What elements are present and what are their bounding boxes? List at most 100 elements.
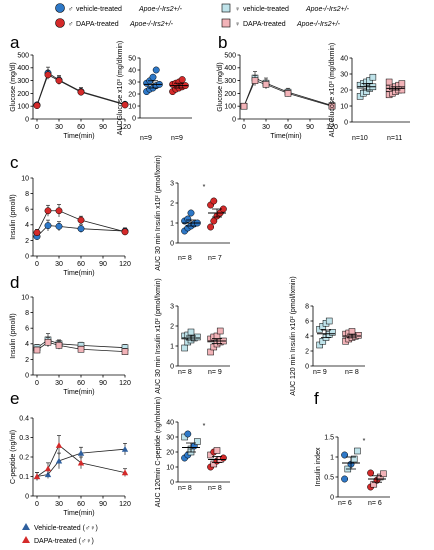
a_line-point xyxy=(77,88,85,96)
e_auc-significance: * xyxy=(203,423,206,430)
panel-label-c: c xyxy=(10,153,19,172)
f_auc-ylabel: Insulin index xyxy=(315,447,322,486)
d_auc120-ytick-label: 0 xyxy=(305,363,309,370)
legend-text-male-dapa: DAPA-treated xyxy=(76,21,119,28)
bottom-legend-vehicle-marker xyxy=(22,523,30,530)
e_line-point xyxy=(121,469,129,476)
c_line-series-1 xyxy=(33,204,129,237)
n-label-d2-1: n= 9 xyxy=(313,369,327,376)
e_line-ytick-label: 0.3 xyxy=(19,435,29,442)
d_auc30-ytick-label: 2 xyxy=(170,323,174,330)
a_auc-point xyxy=(152,66,160,74)
e_line-ylabel: C-peptide (ng/ml) xyxy=(10,430,17,484)
d_line-chart: 0 2 4 6 8 10 Insulin (pmol/l) 0 30 60 90 120 Time(mi… xyxy=(10,294,131,396)
e_line-ytick-label: 0.1 xyxy=(19,474,29,481)
legend-symbol-male-dapa: ♂ xyxy=(68,21,73,28)
c_auc-ytick-label: 2 xyxy=(170,200,174,207)
c_line-point xyxy=(44,222,52,230)
a_auc-ytick-label: 0 xyxy=(132,115,136,122)
b_auc-point xyxy=(385,78,393,86)
legend-text-male-vehicle: vehicle-treated xyxy=(76,6,122,13)
legend-genotype-female-vehicle: Apoe-/-Irs2+/- xyxy=(305,6,350,13)
a_line-point xyxy=(55,77,63,85)
n-label-b-1: n=10 xyxy=(352,135,368,142)
e_auc-point xyxy=(219,454,227,462)
e_auc-point xyxy=(213,447,221,454)
d_auc30-ytick-label: 0 xyxy=(170,363,174,370)
f_auc-group-0 xyxy=(341,447,361,483)
c_line-ytick-label: 6 xyxy=(25,207,29,214)
f_auc-significance: * xyxy=(363,438,366,445)
b_line-ytick-label: 100 xyxy=(224,104,236,111)
f_auc-group-1 xyxy=(367,469,387,491)
n-label-a-1: n=9 xyxy=(140,135,152,142)
n-label-f-2: n= 6 xyxy=(368,500,382,507)
a_line-ytick-label: 400 xyxy=(17,65,29,72)
d_line-ylabel: Insulin (pmol/l) xyxy=(10,313,17,359)
a_auc-group-0 xyxy=(143,66,163,96)
d_auc120-group-0 xyxy=(316,317,336,349)
d_auc30-ytick-label: 3 xyxy=(170,303,174,310)
a_line-xtick-label: 30 xyxy=(55,124,63,131)
e_line-xtick-label: 0 xyxy=(35,501,39,508)
c_line-chart: 0 2 4 6 8 10 Insulin (pmol/l) 0 30 60 90 120 Time(mi… xyxy=(10,175,131,277)
c_auc-group-0 xyxy=(181,209,201,235)
a_auc-ytick-label: 10 xyxy=(128,103,136,110)
c_line-point xyxy=(33,229,41,237)
d_auc30-ytick-label: 1 xyxy=(170,343,174,350)
f_auc-point xyxy=(341,475,349,483)
d_line-xtick-label: 30 xyxy=(55,380,63,387)
b_auc-ytick-label: 30 xyxy=(340,71,348,78)
e_auc-ytick-label: 20 xyxy=(166,449,174,456)
c_line-xtick-label: 0 xyxy=(35,261,39,268)
d_line-xtick-label: 0 xyxy=(35,380,39,387)
d_line-ytick-label: 0 xyxy=(25,372,29,379)
e_line-point xyxy=(77,449,85,456)
e_auc-group-1 xyxy=(207,447,227,471)
c_line-xtick-label: 120 xyxy=(119,261,131,268)
d_line-point xyxy=(77,346,85,353)
a_auc-point xyxy=(149,73,157,81)
c_auc-chart: 0 1 2 3 AUC 30 min Insulin x10² (pmol/lxmin)… xyxy=(155,155,230,271)
bottom-legend-vehicle-text: Vehicle-treated (♂♀) xyxy=(34,525,98,532)
legend-symbol-male-vehicle: ♂ xyxy=(68,6,73,13)
c_auc-ytick-label: 1 xyxy=(170,220,174,227)
c_line-point xyxy=(121,228,129,236)
panel-label-b: b xyxy=(218,33,227,52)
b_line-xtick-label: 120 xyxy=(326,124,338,131)
n-label-d1-2: n= 9 xyxy=(208,369,222,376)
d_line-ytick-label: 4 xyxy=(25,341,29,348)
b_auc-point xyxy=(398,80,406,87)
e_auc-point xyxy=(184,430,192,438)
n-label-e-2: n= 8 xyxy=(208,485,222,492)
b_line-xtick-label: 60 xyxy=(284,124,292,131)
d_auc120-ytick-label: 2 xyxy=(305,348,309,355)
b_auc-ytick-label: 40 xyxy=(340,55,348,62)
a_line-ytick-label: 500 xyxy=(17,52,29,59)
e_auc-point xyxy=(194,438,201,445)
a_line-xtick-label: 0 xyxy=(35,124,39,131)
f_auc-point xyxy=(380,470,387,478)
d_auc120-point xyxy=(355,332,362,339)
b_line-point xyxy=(251,77,259,84)
e_line-chart: 0 0.1 0.2 0.3 0.4 C-peptide (ng/ml) 0 30 60 90 120… xyxy=(10,415,131,517)
c_line-xtick-label: 30 xyxy=(55,261,63,268)
b_line-series-1 xyxy=(240,75,336,110)
c_auc-point xyxy=(184,215,192,223)
e_line-point xyxy=(44,465,52,472)
d_auc30-ylabel: AUC 30 min Insulin x10² (pmol/lxmin) xyxy=(155,278,162,394)
d_line-ytick-label: 10 xyxy=(21,294,29,301)
c_line-ytick-label: 10 xyxy=(21,175,29,182)
f_auc-ytick-label: 1 xyxy=(330,454,334,461)
a_line-ytick-label: 0 xyxy=(25,116,29,123)
b_line-ytick-label: 400 xyxy=(224,65,236,72)
bottom-legend: Vehicle-treated (♂♀) DAPA-treated (♂♀) xyxy=(22,523,98,545)
b_line-point xyxy=(262,81,270,88)
legend-genotype-male-vehicle: Apoe-/-Irs2+/- xyxy=(138,6,183,13)
d_line-point xyxy=(33,346,41,354)
e_line-xtick-label: 90 xyxy=(99,501,107,508)
n-label-d1-1: n= 8 xyxy=(178,369,192,376)
c_line-ylabel: Insulin (pmol/l) xyxy=(10,194,17,240)
panel-label-e: e xyxy=(10,389,19,408)
d_line-point xyxy=(121,348,129,355)
